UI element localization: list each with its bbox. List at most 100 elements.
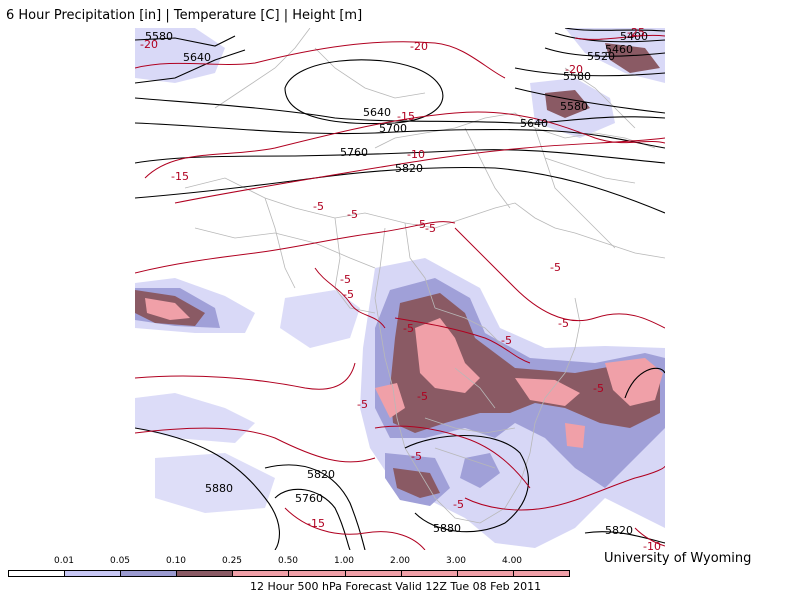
country-border — [564, 67, 636, 129]
temp-label: -5 — [417, 390, 428, 403]
height-contour-5580 — [135, 35, 236, 47]
precip-heavy-area — [605, 43, 660, 73]
height-label: 5820 — [307, 468, 335, 481]
height-label: 5760 — [295, 492, 323, 505]
precipitation-legend-bar — [8, 570, 570, 577]
temp-label: -5 — [411, 450, 422, 463]
legend-swatch — [9, 571, 66, 576]
temp-label: -5 — [343, 288, 354, 301]
country-border — [544, 157, 636, 184]
precip-extreme-area — [565, 423, 585, 448]
country-border — [404, 222, 436, 309]
temperature-contour-labels: -20 -20 -15 -15 -10 -25 -20 -5 -5 -5 -5 … — [140, 28, 661, 550]
temp-label: -5 — [415, 218, 426, 231]
temp-contour-minus5-south — [374, 425, 531, 489]
country-border — [534, 127, 656, 149]
temp-label: -5 — [453, 498, 464, 511]
height-contour-5460 — [554, 32, 665, 43]
height-label: 5580 — [145, 30, 173, 43]
temp-contour-minus5-coast — [135, 362, 356, 390]
temp-label: -10 — [643, 540, 661, 550]
legend-label: 1.00 — [333, 556, 355, 566]
precip-heavy-area — [393, 468, 440, 498]
height-label: 5880 — [433, 522, 461, 535]
credit-label: University of Wyoming — [604, 551, 752, 566]
temp-label: -10 — [407, 148, 425, 161]
country-border — [434, 307, 506, 349]
page-title: 6 Hour Precipitation [in] | Temperature … — [6, 8, 363, 23]
height-contour-5820-south — [264, 464, 366, 550]
height-label: 5760 — [340, 146, 368, 159]
temp-label: -15 — [171, 170, 189, 183]
height-contour-5760 — [135, 149, 665, 164]
country-border — [464, 127, 511, 209]
height-label: 5520 — [587, 50, 615, 63]
legend-label: 0.50 — [277, 556, 299, 566]
height-contour-5760-south — [274, 488, 351, 550]
height-label: 5640 — [520, 117, 548, 130]
legend-label: 3.00 — [445, 556, 467, 566]
precip-extreme-area — [415, 318, 480, 393]
height-contour-5520 — [544, 47, 665, 57]
coastline — [214, 28, 311, 109]
height-contour-5400 — [564, 28, 665, 32]
legend-label: 0.05 — [109, 556, 131, 566]
height-contour-5880-loop — [284, 59, 444, 125]
country-border — [434, 447, 496, 469]
precip-light-area — [135, 28, 225, 83]
precip-extreme-area — [145, 298, 190, 320]
legend-label: 2.00 — [389, 556, 411, 566]
height-label: 5880 — [205, 482, 233, 495]
legend-label: 0.10 — [165, 556, 187, 566]
temp-contour-minus5-rift — [394, 317, 531, 364]
legend-swatch — [289, 571, 346, 576]
height-contour-5640-b — [135, 97, 665, 124]
country-border — [454, 367, 496, 409]
temp-label: -5 — [558, 317, 569, 330]
precip-light-area — [280, 290, 360, 348]
height-contour-5820-se — [584, 531, 665, 544]
temp-label: -5 — [357, 398, 368, 411]
precip-heavy-area — [390, 293, 660, 433]
temp-label: -5 — [403, 322, 414, 335]
height-label: 5700 — [379, 122, 407, 135]
temp-label: -5 — [347, 208, 358, 221]
precip-light-area — [135, 393, 255, 443]
forecast-valid-label: 12 Hour 500 hPa Forecast Valid 12Z Tue 0… — [250, 580, 542, 593]
height-label: 5580 — [560, 100, 588, 113]
height-label: 5580 — [563, 70, 591, 83]
height-label: 5640 — [363, 106, 391, 119]
temp-label: -5 — [425, 222, 436, 235]
temp-label: -5 — [313, 200, 324, 213]
coastline — [374, 227, 581, 524]
height-label: 5820 — [395, 162, 423, 175]
temp-label: -25 — [627, 28, 645, 39]
temp-label: -5 — [550, 261, 561, 274]
legend-swatch — [345, 571, 402, 576]
precip-medium-area — [460, 453, 500, 488]
country-border — [194, 227, 376, 269]
precipitation-layer — [135, 28, 665, 548]
legend-label: 0.25 — [221, 556, 243, 566]
temp-contour-minus5-southeast — [464, 465, 665, 511]
height-label: 5460 — [605, 43, 633, 56]
legend-label: 4.00 — [501, 556, 523, 566]
legend-label: 0.01 — [53, 556, 75, 566]
height-contour-5880-south — [135, 427, 280, 550]
height-label: 5400 — [620, 30, 648, 43]
legend-swatch — [513, 571, 569, 576]
coastline — [374, 112, 616, 249]
legend-swatch — [401, 571, 458, 576]
temp-contour-minus20 — [135, 41, 506, 79]
temp-label: -20 — [565, 63, 583, 76]
height-contour-5820 — [135, 166, 665, 214]
temp-label: -5 — [501, 334, 512, 347]
temp-contour-minus10-se — [634, 527, 665, 547]
country-border — [424, 417, 516, 434]
height-label: 5640 — [183, 51, 211, 64]
legend-swatch — [65, 571, 122, 576]
precip-light-area — [155, 453, 275, 513]
temp-contour-minus15 — [144, 111, 665, 179]
temp-contour-minus5-west — [135, 221, 456, 274]
legend-swatch — [233, 571, 290, 576]
